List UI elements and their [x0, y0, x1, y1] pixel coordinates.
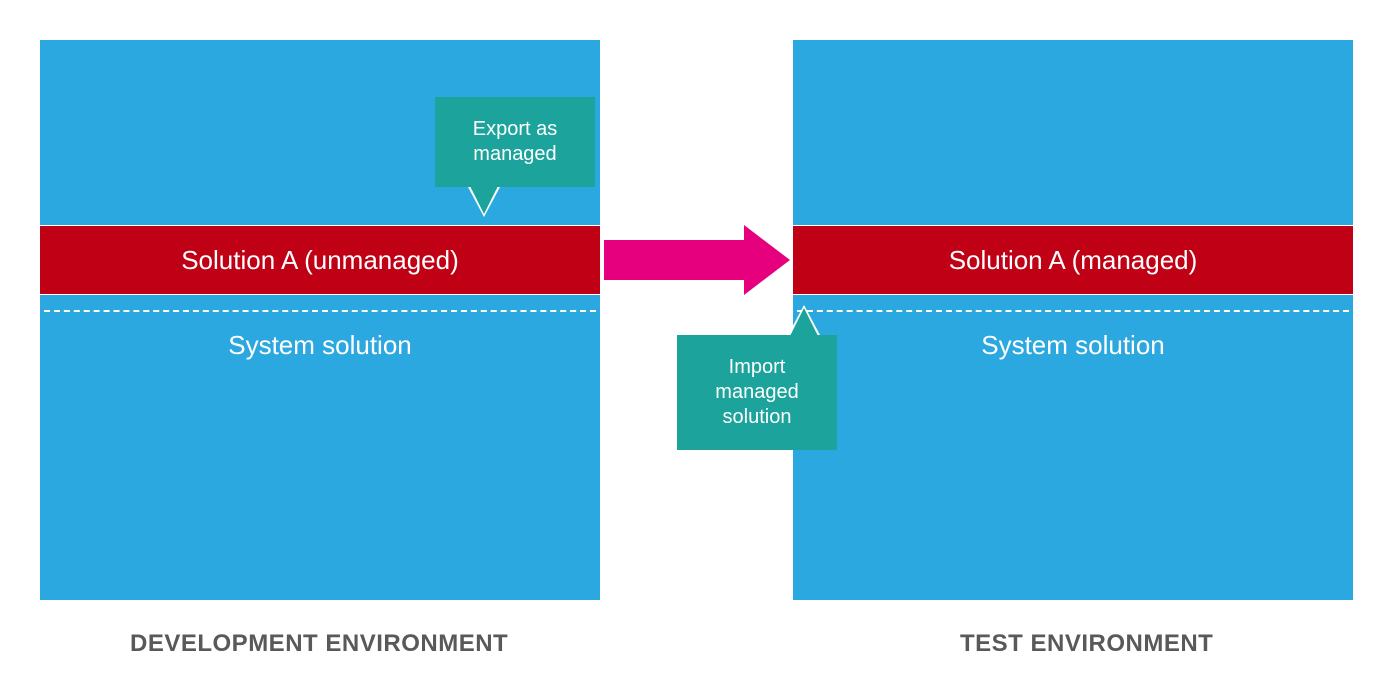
dev-solution-bar: Solution A (unmanaged) [40, 225, 600, 295]
export-callout-pointer [470, 186, 498, 214]
import-callout-line2: managed [715, 381, 798, 403]
import-callout: Import managed solution [677, 335, 837, 450]
export-callout-line2: managed [473, 143, 556, 165]
test-dashed-divider [797, 310, 1349, 312]
dev-system-label: System solution [40, 330, 600, 361]
import-callout-line3: solution [723, 406, 792, 428]
test-solution-bar: Solution A (managed) [793, 225, 1353, 295]
export-callout: Export as managed [435, 97, 595, 187]
test-env-title: TEST ENVIRONMENT [960, 630, 1213, 658]
dev-env-title: DEVELOPMENT ENVIRONMENT [130, 630, 508, 658]
import-callout-line1: Import [729, 356, 786, 378]
flow-arrow-body [604, 240, 744, 280]
flow-arrow-head [744, 225, 790, 295]
dev-dashed-divider [44, 310, 596, 312]
dev-solution-label: Solution A (unmanaged) [181, 245, 459, 276]
test-system-label: System solution [793, 330, 1353, 361]
test-solution-label: Solution A (managed) [949, 245, 1198, 276]
export-callout-line1: Export as [473, 118, 557, 140]
test-env-box [793, 40, 1353, 600]
import-callout-pointer [790, 308, 818, 336]
